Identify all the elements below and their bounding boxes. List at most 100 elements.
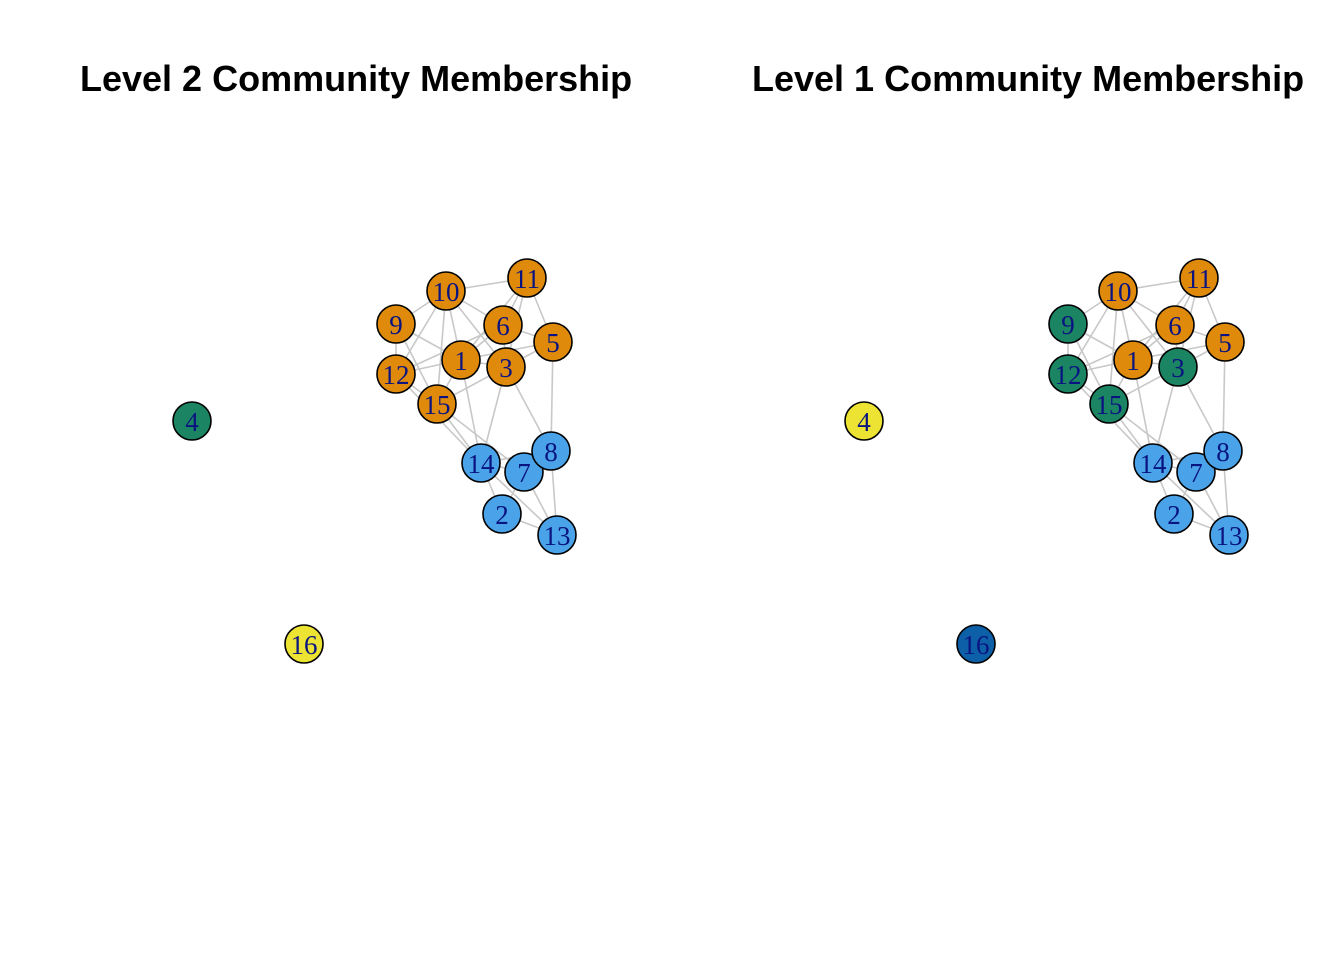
- node-circle: [1176, 452, 1216, 492]
- node-label: 11: [1186, 264, 1212, 294]
- node-label: 16: [291, 630, 318, 660]
- node-circle: [376, 304, 416, 344]
- node-15: 15: [417, 384, 457, 424]
- node-10: 10: [426, 271, 466, 311]
- node-label: 2: [1167, 500, 1181, 530]
- node-circle: [537, 515, 577, 555]
- node-circle: [1209, 515, 1249, 555]
- node-circle: [531, 431, 571, 471]
- panel-title-level-1: Level 1 Community Membership: [752, 58, 1305, 99]
- node-label: 9: [1061, 310, 1075, 340]
- node-6: 6: [483, 305, 523, 345]
- node-label: 4: [185, 407, 199, 437]
- node-5: 5: [1205, 322, 1245, 362]
- node-11: 11: [507, 258, 547, 298]
- node-13: 13: [1209, 515, 1249, 555]
- node-4: 4: [844, 401, 884, 441]
- node-1: 1: [1113, 340, 1153, 380]
- node-10: 10: [1098, 271, 1138, 311]
- node-13: 13: [537, 515, 577, 555]
- node-circle: [1154, 494, 1194, 534]
- node-circle: [172, 401, 212, 441]
- node-circle: [441, 340, 481, 380]
- node-circle: [284, 624, 324, 664]
- node-label: 15: [424, 390, 451, 420]
- node-label: 2: [495, 500, 509, 530]
- node-16: 16: [956, 624, 996, 664]
- node-2: 2: [1154, 494, 1194, 534]
- node-circle: [1133, 443, 1173, 483]
- node-4: 4: [172, 401, 212, 441]
- node-circle: [426, 271, 466, 311]
- node-label: 5: [546, 328, 560, 358]
- node-circle: [504, 452, 544, 492]
- node-circle: [1155, 305, 1195, 345]
- node-label: 10: [433, 277, 460, 307]
- node-label: 14: [1140, 449, 1168, 479]
- node-label: 6: [496, 311, 510, 341]
- node-label: 14: [468, 449, 496, 479]
- node-circle: [376, 354, 416, 394]
- panel-title-level-2: Level 2 Community Membership: [80, 58, 633, 99]
- node-1: 1: [441, 340, 481, 380]
- node-2: 2: [482, 494, 522, 534]
- node-circle: [1158, 347, 1198, 387]
- node-label: 8: [1216, 437, 1230, 467]
- node-8: 8: [1203, 431, 1243, 471]
- node-circle: [461, 443, 501, 483]
- node-circle: [507, 258, 547, 298]
- node-label: 15: [1096, 390, 1123, 420]
- node-label: 1: [454, 346, 468, 376]
- node-circle: [486, 347, 526, 387]
- node-8: 8: [531, 431, 571, 471]
- node-circle: [956, 624, 996, 664]
- node-7: 7: [504, 452, 544, 492]
- node-circle: [533, 322, 573, 362]
- node-circle: [417, 384, 457, 424]
- node-circle: [1089, 384, 1129, 424]
- node-label: 3: [499, 353, 513, 383]
- node-circle: [482, 494, 522, 534]
- node-label: 13: [1216, 521, 1243, 551]
- node-label: 8: [544, 437, 558, 467]
- node-7: 7: [1176, 452, 1216, 492]
- node-circle: [483, 305, 523, 345]
- node-label: 16: [963, 630, 990, 660]
- node-14: 14: [1133, 443, 1173, 483]
- node-label: 7: [517, 458, 531, 488]
- node-circle: [1179, 258, 1219, 298]
- node-circle: [1048, 304, 1088, 344]
- node-12: 12: [1048, 354, 1088, 394]
- node-circle: [1098, 271, 1138, 311]
- node-label: 1: [1126, 346, 1140, 376]
- node-label: 6: [1168, 311, 1182, 341]
- node-12: 12: [376, 354, 416, 394]
- node-label: 12: [383, 360, 410, 390]
- node-label: 5: [1218, 328, 1232, 358]
- node-15: 15: [1089, 384, 1129, 424]
- node-circle: [1203, 431, 1243, 471]
- node-label: 7: [1189, 458, 1203, 488]
- node-14: 14: [461, 443, 501, 483]
- node-circle: [1113, 340, 1153, 380]
- node-3: 3: [1158, 347, 1198, 387]
- node-3: 3: [486, 347, 526, 387]
- node-label: 4: [857, 407, 871, 437]
- node-circle: [844, 401, 884, 441]
- node-label: 13: [544, 521, 571, 551]
- node-label: 11: [514, 264, 540, 294]
- node-6: 6: [1155, 305, 1195, 345]
- node-9: 9: [1048, 304, 1088, 344]
- node-label: 12: [1055, 360, 1082, 390]
- node-circle: [1048, 354, 1088, 394]
- node-label: 10: [1105, 277, 1132, 307]
- node-16: 16: [284, 624, 324, 664]
- node-label: 9: [389, 310, 403, 340]
- node-5: 5: [533, 322, 573, 362]
- node-label: 3: [1171, 353, 1185, 383]
- node-circle: [1205, 322, 1245, 362]
- node-9: 9: [376, 304, 416, 344]
